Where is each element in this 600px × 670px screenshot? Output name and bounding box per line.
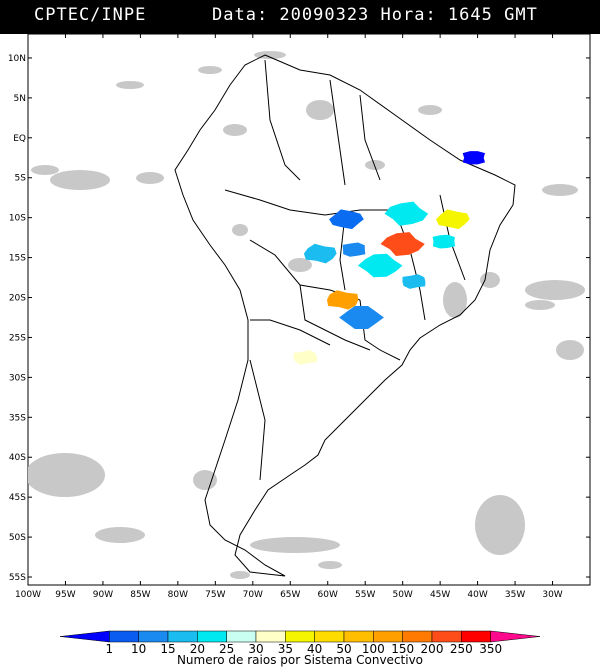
- lat-tick-label: 30S: [9, 373, 26, 383]
- latitude-axis: 10N 5N EQ 5S 10S 15S 20S 25S 30S 35S 40S 45S 50S 55S: [8, 54, 590, 583]
- pantanal-orange: [327, 290, 359, 310]
- colorbar-segment: [402, 630, 433, 643]
- colorbar-segment: [461, 630, 491, 643]
- goias-red: [380, 232, 425, 256]
- bahia-yellow: [436, 209, 470, 230]
- lat-tick-label: 15S: [9, 254, 26, 264]
- lat-tick-label: EQ: [13, 134, 26, 144]
- ne-brazil-system: [462, 151, 485, 165]
- continent-outline: [174, 54, 516, 577]
- colorbar-segment: [255, 630, 286, 643]
- minas-system: [402, 274, 426, 289]
- lat-tick-label: 55S: [9, 573, 26, 583]
- convective-systems: [293, 151, 485, 365]
- colorbar: 1 10 15 20 25 30 35 40 50 100 150 200 250 350: [59, 630, 541, 656]
- lat-tick-label: 20S: [9, 294, 26, 304]
- colorbar-segment: [226, 630, 257, 643]
- mato-grosso-blue: [342, 242, 366, 257]
- datetime-label: Data: 20090323 Hora: 1645 GMT: [212, 5, 538, 25]
- header-bar: CPTEC/INPE Data: 20090323 Hora: 1645 GMT: [0, 0, 600, 34]
- colorbar-segment: [285, 630, 315, 643]
- lon-tick-label: 40W: [467, 590, 487, 600]
- colorbar-label: 30: [248, 642, 263, 656]
- lat-tick-label: 35S: [9, 413, 26, 423]
- lat-tick-label: 40S: [9, 453, 26, 463]
- colorbar-label: 35: [278, 642, 293, 656]
- lon-tick-label: 90W: [93, 590, 113, 600]
- mato-grosso-north: [329, 209, 364, 230]
- argentina-cream: [293, 350, 318, 365]
- colorbar-segment: [167, 630, 198, 643]
- colorbar-label: 15: [160, 642, 175, 656]
- lon-tick-label: 75W: [205, 590, 225, 600]
- paraguay-blue: [339, 306, 384, 329]
- rondonia-system: [303, 243, 337, 264]
- colorbar-segment: [59, 630, 110, 643]
- lat-tick-label: 5S: [15, 174, 27, 184]
- colorbar-segment: [109, 630, 139, 643]
- lon-tick-label: 70W: [243, 590, 263, 600]
- source-label: CPTEC/INPE: [34, 5, 147, 25]
- map-frame: [27, 33, 591, 586]
- colorbar-segment: [138, 630, 169, 643]
- colorbar-label: 100: [362, 642, 385, 656]
- tocantins-system: [384, 201, 429, 226]
- colorbar-segment: [343, 630, 374, 643]
- colorbar-segment: [197, 630, 227, 643]
- lon-tick-label: 65W: [280, 590, 300, 600]
- mato-grosso-cyan: [357, 253, 403, 278]
- lon-tick-label: 50W: [392, 590, 412, 600]
- colorbar-label: 350: [479, 642, 502, 656]
- lon-tick-label: 35W: [505, 590, 525, 600]
- lat-tick-label: 45S: [9, 493, 26, 503]
- lon-tick-label: 30W: [542, 590, 562, 600]
- colorbar-label: 20: [190, 642, 205, 656]
- lon-tick-label: 45W: [430, 590, 450, 600]
- colorbar-segment: [490, 630, 541, 643]
- cloud-cover: [28, 51, 585, 579]
- lon-tick-label: 100W: [15, 590, 41, 600]
- colorbar-label: 1: [106, 642, 114, 656]
- lat-tick-label: 10S: [9, 214, 26, 224]
- colorbar-label: 250: [450, 642, 473, 656]
- lat-tick-label: 5N: [14, 94, 26, 104]
- lon-tick-label: 85W: [130, 590, 150, 600]
- colorbar-title: Numero de raios por Sistema Convectivo: [177, 653, 423, 667]
- colorbar-label: 40: [307, 642, 322, 656]
- colorbar-segment: [314, 630, 345, 643]
- colorbar-label: 200: [421, 642, 444, 656]
- colorbar-label: 25: [219, 642, 234, 656]
- colorbar-segment: [431, 630, 462, 643]
- lon-tick-label: 55W: [355, 590, 375, 600]
- colorbar-label: 150: [391, 642, 414, 656]
- colorbar-label: 10: [131, 642, 146, 656]
- lon-tick-label: 80W: [168, 590, 188, 600]
- lat-tick-label: 25S: [9, 333, 26, 343]
- lat-tick-label: 10N: [8, 54, 26, 64]
- colorbar-segment: [373, 630, 403, 643]
- lon-tick-label: 60W: [318, 590, 338, 600]
- lon-tick-label: 95W: [55, 590, 75, 600]
- longitude-axis: 100W 95W 90W 85W 80W 75W 70W 65W 60W 55W 50W 45W 40W…: [15, 34, 563, 600]
- colorbar-label: 50: [336, 642, 351, 656]
- bahia-west: [432, 234, 456, 249]
- lat-tick-label: 50S: [9, 533, 26, 543]
